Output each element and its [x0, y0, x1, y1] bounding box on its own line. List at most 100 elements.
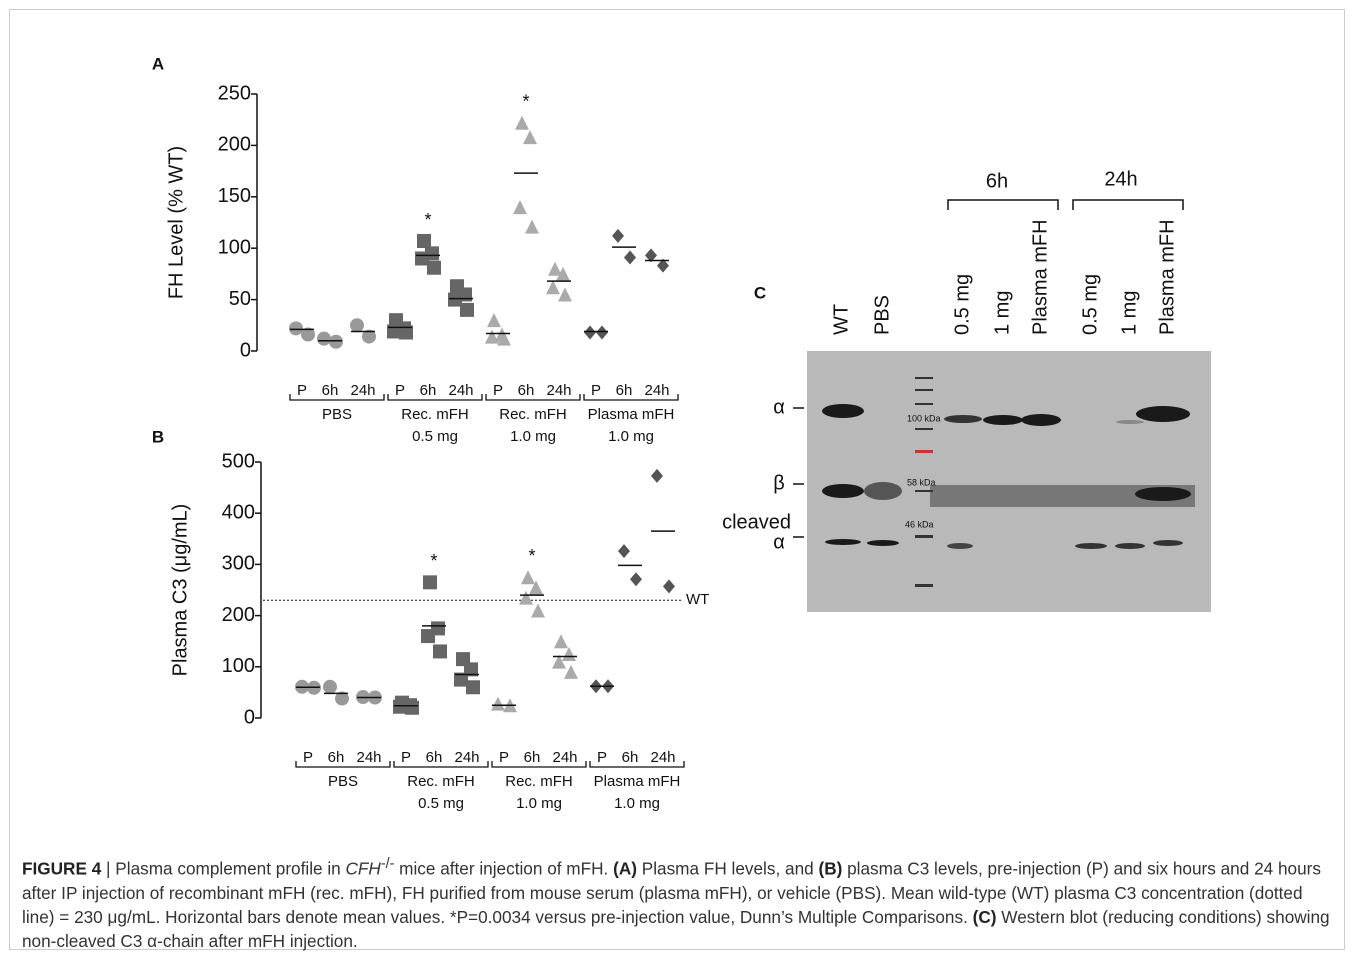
treatment-label: 1.0 mg — [516, 795, 562, 812]
point — [427, 260, 441, 275]
reference-label: WT — [686, 591, 709, 608]
band-label: α — [773, 531, 785, 553]
y-tick-label: 300 — [222, 553, 255, 575]
point — [487, 313, 501, 328]
lane-label: 0.5 mg — [951, 274, 973, 335]
treatment-label: 1.0 mg — [614, 795, 660, 812]
point — [301, 327, 315, 342]
point — [523, 130, 537, 145]
band-label: cleaved — [722, 511, 791, 533]
treatment-label: Rec. mFH — [407, 773, 475, 790]
point — [289, 321, 303, 336]
point — [405, 700, 419, 715]
treatment-label: Rec. mFH — [499, 406, 567, 423]
point — [448, 292, 462, 307]
point — [393, 699, 407, 714]
y-tick-label: 250 — [218, 82, 251, 104]
point — [663, 579, 675, 594]
x-tick-label: P — [297, 382, 307, 399]
treatment-label: PBS — [322, 406, 352, 423]
frame — [9, 9, 1345, 950]
caption-text: plasma C3 levels, pre-injection (P) and … — [22, 858, 1321, 927]
panel-label: B — [152, 427, 164, 446]
lane-label: Plasma mFH — [1156, 219, 1178, 335]
point — [491, 696, 505, 711]
y-axis-label: FH Level (% WT) — [165, 146, 187, 299]
point — [513, 200, 527, 215]
x-tick-label: P — [395, 382, 405, 399]
caption-panel: (A) — [613, 858, 637, 879]
x-tick-label: P — [499, 749, 509, 766]
panel-label: C — [754, 283, 766, 302]
point — [423, 575, 437, 590]
western-blot: C WT PBS 0.5 mg 1 mg Plasma mFH 0.5 mg 1 mg Plas… — [722, 168, 1211, 612]
point — [433, 644, 447, 659]
point — [554, 634, 568, 649]
x-tick-label: 6h — [328, 749, 345, 766]
treatment-label: 0.5 mg — [418, 795, 464, 812]
point — [515, 115, 529, 130]
y-tick-label: 200 — [222, 604, 255, 626]
y-tick-label: 150 — [218, 185, 251, 207]
point — [657, 258, 669, 273]
caption-panel: (C) — [972, 906, 997, 927]
x-tick-label: 6h — [426, 749, 443, 766]
x-tick-label: 6h — [616, 382, 633, 399]
y-tick-label: 200 — [218, 134, 251, 156]
point — [612, 228, 624, 243]
point — [421, 629, 435, 644]
caption-label: FIGURE 4 — [22, 858, 102, 879]
treatment-label: Plasma mFH — [594, 773, 681, 790]
point — [466, 680, 480, 695]
point — [454, 672, 468, 687]
panel-label: A — [152, 54, 164, 73]
x-tick-label: 24h — [448, 382, 473, 399]
significance-label: * — [430, 551, 437, 571]
point — [546, 280, 560, 295]
lane-label: PBS — [871, 295, 893, 335]
figure-caption: FIGURE 4 | Plasma complement profile in … — [22, 852, 1337, 953]
group-bracket — [393, 761, 489, 768]
caption-text: Plasma FH levels, and — [636, 858, 819, 879]
caption-panel: (B) — [818, 858, 843, 879]
point — [317, 331, 331, 346]
timepoint-label: 6h — [986, 170, 1008, 192]
group-bracket — [289, 394, 385, 401]
y-tick-label: 0 — [240, 339, 251, 361]
point — [521, 570, 535, 585]
x-tick-label: 24h — [650, 749, 675, 766]
point — [552, 654, 566, 669]
x-tick-label: P — [401, 749, 411, 766]
point — [460, 302, 474, 317]
point — [531, 603, 545, 618]
x-tick-label: P — [303, 749, 313, 766]
lane-label: Plasma mFH — [1029, 219, 1051, 335]
treatment-label: Rec. mFH — [401, 406, 469, 423]
y-axis-label: Plasma C3 (μg/mL) — [169, 504, 191, 677]
point — [399, 325, 413, 340]
group-bracket — [491, 761, 587, 768]
band-label: α — [773, 396, 785, 418]
x-tick-label: 6h — [420, 382, 437, 399]
blot-bands — [822, 377, 1195, 587]
x-tick-label: P — [597, 749, 607, 766]
point — [529, 580, 543, 595]
point — [329, 334, 343, 349]
point — [387, 324, 401, 339]
marker-label: 100 kDa — [907, 413, 941, 423]
timepoint-brackets — [947, 199, 1184, 210]
point — [645, 248, 657, 263]
x-tick-label: 24h — [644, 382, 669, 399]
caption-text: mice after injection of mFH. — [394, 858, 614, 879]
point — [548, 261, 562, 276]
point — [350, 318, 364, 333]
caption-genotype: -/- — [380, 856, 395, 872]
point — [525, 219, 539, 234]
y-tick-label: 100 — [222, 655, 255, 677]
group-bracket — [295, 761, 391, 768]
point — [485, 329, 499, 344]
point — [618, 544, 630, 559]
significance-label: * — [528, 546, 535, 566]
marker-label: 46 kDa — [905, 519, 934, 529]
